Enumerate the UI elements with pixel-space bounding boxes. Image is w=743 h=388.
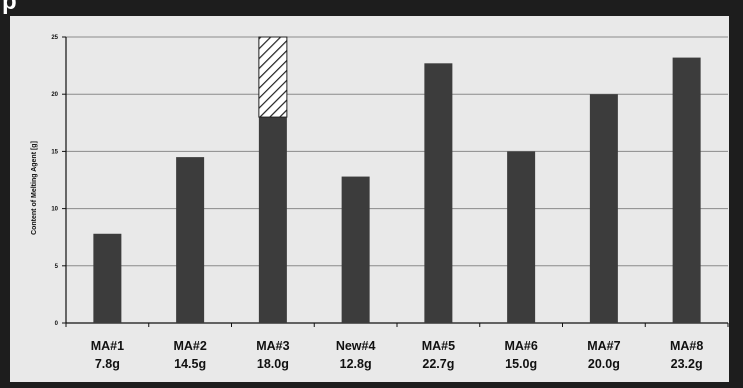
y-tick-label: 0 bbox=[55, 321, 59, 327]
y-tick-label: 10 bbox=[51, 207, 58, 213]
bar bbox=[341, 176, 370, 323]
axes bbox=[62, 36, 729, 327]
x-category-label: New#4 bbox=[336, 339, 376, 353]
gridlines bbox=[66, 36, 728, 267]
bar bbox=[672, 57, 701, 323]
bar bbox=[424, 63, 453, 323]
bar bbox=[507, 151, 536, 323]
bars bbox=[93, 36, 701, 323]
x-category-amount: 20.0g bbox=[588, 357, 620, 371]
x-category-amount: 14.5g bbox=[174, 357, 206, 371]
y-axis-label: Content of Melting Agent [g] bbox=[31, 141, 38, 235]
y-tick-label: 5 bbox=[55, 264, 59, 270]
y-tick-label: 20 bbox=[51, 92, 58, 98]
bar bbox=[258, 117, 287, 323]
labels: 0 5 10 15 20 25 MA#1 7.8g MA#2 14.5g MA#3 18.0g New#… bbox=[51, 35, 703, 371]
x-category-amount: 15.0g bbox=[505, 357, 537, 371]
bar bbox=[93, 233, 122, 323]
bar bbox=[589, 94, 618, 323]
x-category-label: MA#3 bbox=[256, 339, 289, 353]
x-category-label: MA#7 bbox=[587, 339, 620, 353]
x-category-label: MA#1 bbox=[91, 339, 124, 353]
x-category-amount: 7.8g bbox=[95, 357, 120, 371]
y-tick-label: 15 bbox=[51, 149, 58, 155]
x-category-amount: 12.8g bbox=[340, 357, 372, 371]
x-category-amount: 23.2g bbox=[671, 357, 703, 371]
x-category-label: MA#2 bbox=[173, 339, 206, 353]
x-category-amount: 22.7g bbox=[422, 357, 454, 371]
x-category-amount: 18.0g bbox=[257, 357, 289, 371]
y-tick-label: 25 bbox=[51, 35, 58, 41]
x-category-label: MA#8 bbox=[670, 339, 703, 353]
bar bbox=[176, 157, 205, 323]
hatched-bar-segment bbox=[258, 36, 288, 118]
x-category-label: MA#5 bbox=[422, 339, 455, 353]
cropped-heading: p bbox=[2, 0, 17, 15]
x-category-label: MA#6 bbox=[504, 339, 537, 353]
